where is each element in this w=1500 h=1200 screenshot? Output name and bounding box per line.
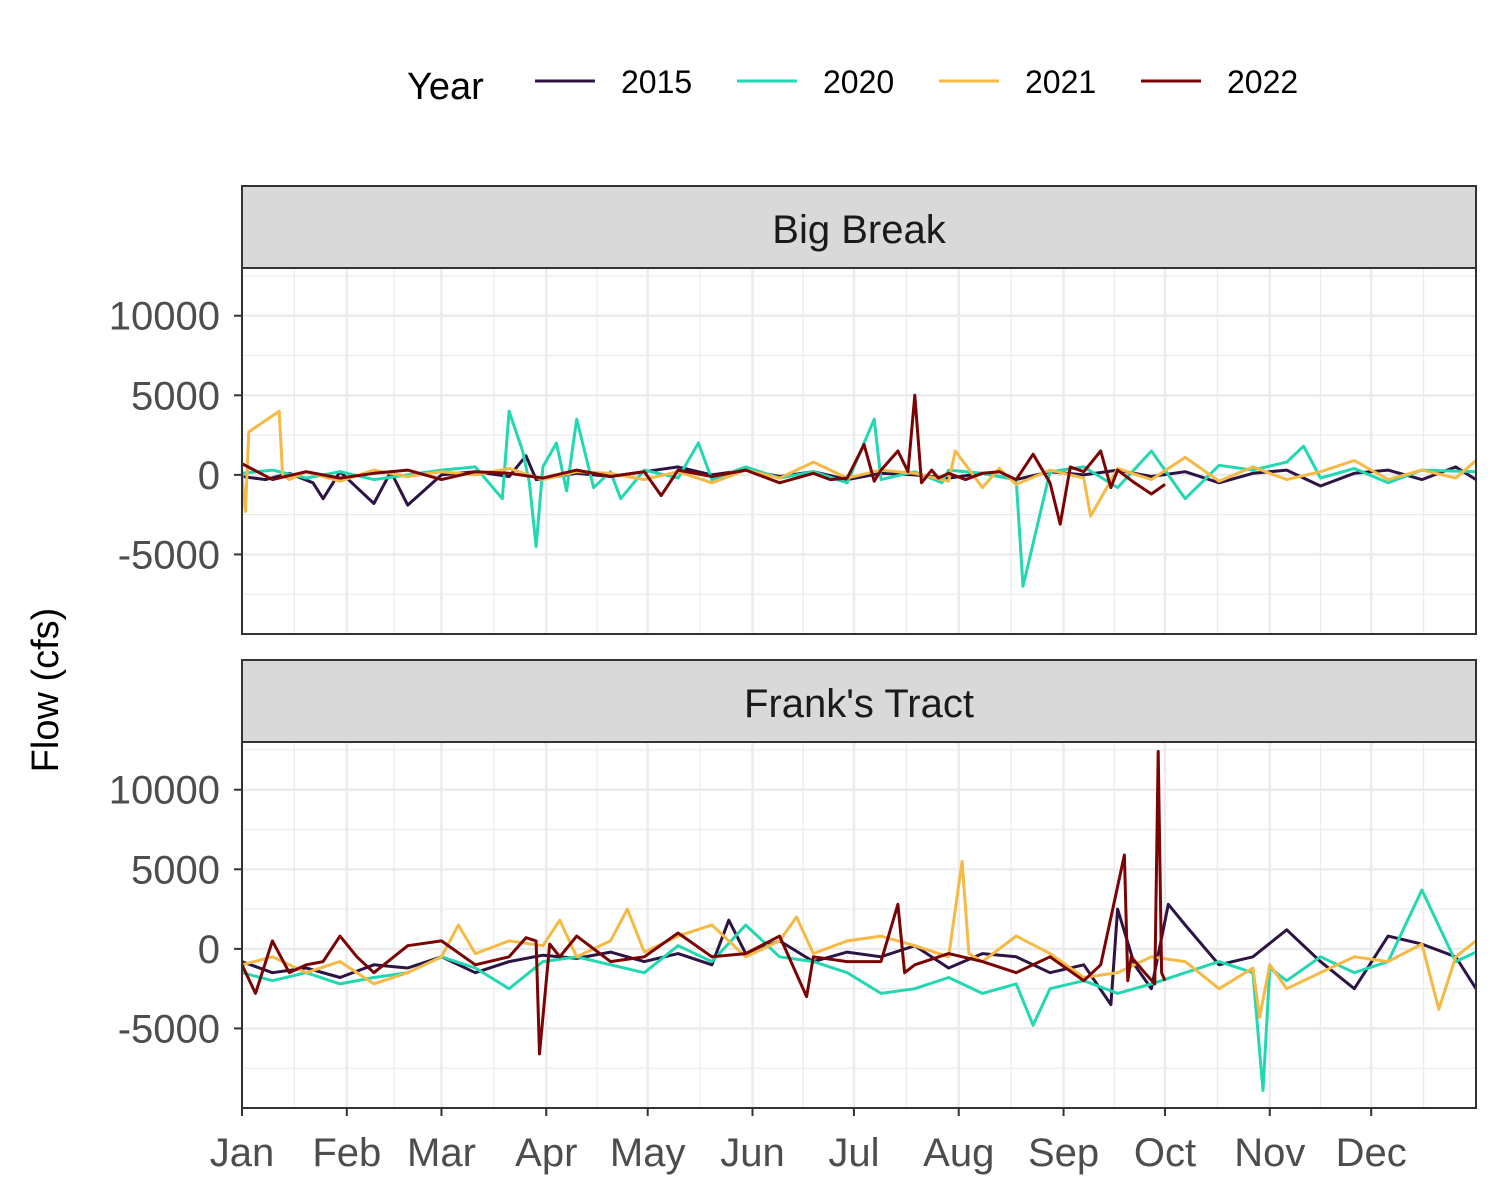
panel-title: Frank's Tract: [744, 682, 974, 726]
legend-title: Year: [407, 66, 484, 108]
x-tick-label: Aug: [923, 1131, 994, 1175]
legend-label: 2020: [823, 64, 894, 100]
legend-label: 2015: [621, 64, 692, 100]
x-tick-label: Feb: [312, 1131, 381, 1175]
panel-0: Big Break 10000 5000 0 -5000: [109, 185, 1477, 635]
series-line-2022: [242, 393, 1166, 526]
x-tick-label: Jun: [720, 1131, 785, 1175]
legend-label: 2021: [1025, 64, 1096, 100]
x-tick-label: Sep: [1028, 1131, 1099, 1175]
series-line-2020: [242, 409, 1476, 588]
x-tick-label: Dec: [1336, 1131, 1407, 1175]
x-tick-label: Jul: [828, 1131, 879, 1175]
plot-background: [242, 742, 1476, 1108]
panel-border: [241, 741, 1477, 1109]
legend-entry-2021: 2021: [939, 64, 1096, 100]
series-group: [242, 750, 1476, 1092]
y-tick-label: 10000: [109, 295, 220, 339]
x-tick-label: Apr: [515, 1131, 577, 1175]
y-axis-label: Flow (cfs): [25, 608, 67, 773]
x-tick-label: Nov: [1234, 1131, 1305, 1175]
plot-background: [242, 268, 1476, 634]
x-tick-label: May: [610, 1131, 686, 1175]
y-tick-label: 10000: [109, 769, 220, 813]
panel-title: Big Break: [772, 208, 946, 252]
y-tick-label: 0: [198, 454, 220, 498]
panel-border: [241, 267, 1477, 635]
x-tick-label: Oct: [1134, 1131, 1196, 1175]
x-axis: Jan Feb Mar Apr May Jun Jul Aug Sep Oct Nov Dec: [210, 1108, 1407, 1175]
legend-label: 2022: [1227, 64, 1298, 100]
series-line-2015: [242, 902, 1476, 1007]
legend-entry-2015: 2015: [535, 64, 692, 100]
legend: Year 2015 2020 2021 2022: [407, 64, 1298, 108]
panels: Big Break 10000 5000 0 -5000 Frank's Tract 100…: [109, 185, 1477, 1109]
x-tick-label: Mar: [407, 1131, 476, 1175]
panel-strip: [241, 185, 1477, 269]
y-tick-label: -5000: [118, 533, 220, 577]
legend-entry-2022: 2022: [1141, 64, 1298, 100]
y-tick-label: 0: [198, 928, 220, 972]
legend-entry-2020: 2020: [737, 64, 894, 100]
gridlines: [240, 742, 1476, 1109]
y-tick-label: 5000: [131, 848, 220, 892]
x-tick-label: Jan: [210, 1131, 275, 1175]
panel-1: Frank's Tract 10000 5000 0 -5000: [109, 659, 1477, 1109]
series-line-2021: [242, 859, 1476, 1019]
panel-strip: [241, 659, 1477, 743]
y-tick-label: -5000: [118, 1007, 220, 1051]
y-tick-label: 5000: [131, 374, 220, 418]
series-group: [242, 393, 1476, 588]
series-line-2022: [242, 750, 1167, 1056]
